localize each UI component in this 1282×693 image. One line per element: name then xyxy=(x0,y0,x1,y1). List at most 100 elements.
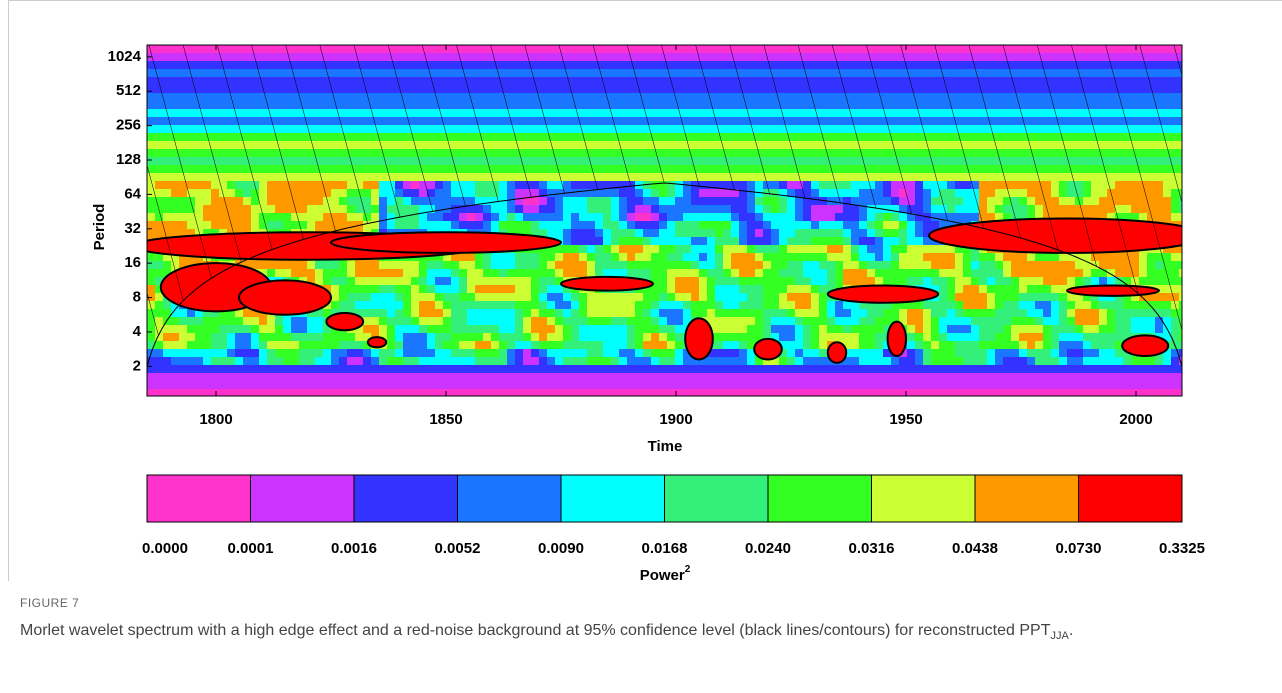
spectrum-cell xyxy=(915,237,924,246)
spectrum-cell xyxy=(475,341,484,350)
spectrum-cell xyxy=(803,245,812,254)
spectrum-cell xyxy=(555,293,564,302)
spectrum-cell xyxy=(403,221,412,230)
spectrum-cell xyxy=(907,373,916,382)
spectrum-cell xyxy=(819,365,828,374)
spectrum-cell xyxy=(923,373,932,382)
spectrum-cell xyxy=(419,317,428,326)
spectrum-cell xyxy=(403,269,412,278)
spectrum-cell xyxy=(507,349,516,358)
spectrum-cell xyxy=(307,317,316,326)
spectrum-cell xyxy=(643,373,652,382)
spectrum-cell xyxy=(651,341,660,350)
spectrum-cell xyxy=(659,269,668,278)
spectrum-cell xyxy=(459,293,468,302)
spectrum-cell xyxy=(699,269,708,278)
spectrum-cell xyxy=(163,349,172,358)
spectrum-cell xyxy=(819,373,828,382)
spectrum-cell xyxy=(771,365,780,374)
spectrum-cell xyxy=(843,269,852,278)
spectrum-cell xyxy=(627,229,636,238)
spectrum-cell xyxy=(347,341,356,350)
spectrum-cell xyxy=(547,253,556,262)
spectrum-cell xyxy=(731,333,740,342)
spectrum-cell xyxy=(811,373,820,382)
spectrum-cell xyxy=(619,341,628,350)
spectrum-cell xyxy=(747,213,756,222)
spectrum-cell xyxy=(643,253,652,262)
spectrum-cell xyxy=(323,261,332,270)
spectrum-cell xyxy=(371,269,380,278)
spectrum-cell xyxy=(403,277,412,286)
spectrum-cell xyxy=(251,317,260,326)
spectrum-cell xyxy=(851,365,860,374)
spectrum-cell xyxy=(771,269,780,278)
spectrum-cell xyxy=(739,229,748,238)
spectrum-cell xyxy=(715,253,724,262)
spectrum-cell xyxy=(1043,357,1052,366)
spectrum-cell xyxy=(643,261,652,270)
spectrum-cell xyxy=(995,301,1004,310)
spectrum-cell xyxy=(875,365,884,374)
spectrum-cell xyxy=(907,349,916,358)
spectrum-cell xyxy=(795,317,804,326)
spectrum-cell xyxy=(379,269,388,278)
spectrum-cell xyxy=(915,325,924,334)
spectrum-cell xyxy=(1011,325,1020,334)
spectrum-cell xyxy=(747,293,756,302)
spectrum-cell xyxy=(347,381,356,390)
spectrum-cell xyxy=(267,349,276,358)
spectrum-cell xyxy=(475,285,484,294)
spectrum-cell xyxy=(827,333,836,342)
spectrum-cell xyxy=(323,349,332,358)
spectrum-cell xyxy=(771,229,780,238)
spectrum-cell xyxy=(755,261,764,270)
spectrum-cell xyxy=(1035,373,1044,382)
spectrum-cell xyxy=(379,293,388,302)
spectrum-cell xyxy=(1035,381,1044,390)
spectrum-cell xyxy=(195,333,204,342)
spectrum-cell xyxy=(475,349,484,358)
spectrum-cell xyxy=(1043,309,1052,318)
spectrum-cell xyxy=(619,293,628,302)
spectrum-cell xyxy=(595,317,604,326)
spectrum-cell xyxy=(907,381,916,390)
spectrum-cell xyxy=(363,349,372,358)
spectrum-cell xyxy=(667,269,676,278)
spectrum-cell xyxy=(787,325,796,334)
spectrum-cell xyxy=(219,341,228,350)
spectrum-cell xyxy=(611,197,620,206)
spectrum-cell xyxy=(531,221,540,230)
spectrum-cell xyxy=(763,261,772,270)
spectrum-cell xyxy=(635,357,644,366)
spectrum-cell xyxy=(555,333,564,342)
spectrum-cell xyxy=(1027,365,1036,374)
spectrum-cell xyxy=(747,261,756,270)
spectrum-cell xyxy=(819,221,828,230)
spectrum-cell xyxy=(395,301,404,310)
spectrum-cell xyxy=(587,309,596,318)
spectrum-cell xyxy=(755,237,764,246)
spectrum-cell xyxy=(219,349,228,358)
spectrum-cell xyxy=(275,261,284,270)
spectrum-cell xyxy=(827,277,836,286)
spectrum-cell xyxy=(379,277,388,286)
spectrum-cell xyxy=(603,237,612,246)
spectrum-cell xyxy=(491,285,500,294)
spectrum-cell xyxy=(691,197,700,206)
spectrum-cell xyxy=(1027,269,1036,278)
spectrum-cell xyxy=(707,293,716,302)
spectrum-cell xyxy=(763,213,772,222)
spectrum-cell xyxy=(811,325,820,334)
spectrum-cell xyxy=(211,325,220,334)
spectrum-cell xyxy=(907,317,916,326)
spectrum-cell xyxy=(875,333,884,342)
spectrum-cell xyxy=(403,357,412,366)
spectrum-cell xyxy=(627,373,636,382)
spectrum-cell xyxy=(723,357,732,366)
spectrum-cell xyxy=(571,269,580,278)
spectrum-cell xyxy=(371,365,380,374)
spectrum-cell xyxy=(835,205,844,214)
spectrum-cell xyxy=(611,301,620,310)
spectrum-cell xyxy=(803,285,812,294)
